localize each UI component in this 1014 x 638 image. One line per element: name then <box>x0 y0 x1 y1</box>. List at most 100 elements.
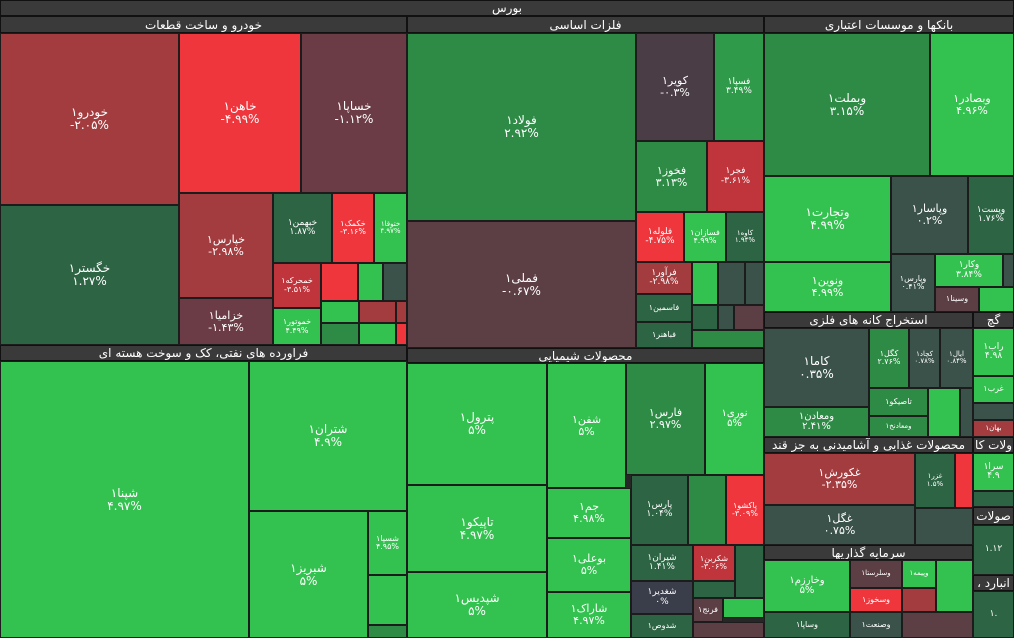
tile-petro-small-1[interactable] <box>368 575 407 625</box>
tile-gharb[interactable]: غرب۱ <box>973 376 1014 403</box>
tile-shetran[interactable]: شتران۱ ۴.۹% <box>249 361 407 511</box>
tile-auto-small-1[interactable] <box>321 263 358 301</box>
tile-chem-small-4[interactable] <box>693 581 735 598</box>
tile-shiran[interactable]: شیران۱ ۱.۴۱% <box>631 545 693 581</box>
tile-tasiko[interactable]: تاصیکو۱ <box>869 388 928 416</box>
tile-noori[interactable]: نوری۱ ۵% <box>705 363 764 475</box>
tile-vapars[interactable]: وپارس۱ ۰.۴۱% <box>891 254 935 312</box>
tile-kechad[interactable]: کچاد۱ ۰.۷۸% <box>909 328 940 388</box>
tile-ghazar[interactable]: غزر۱ ۱.۵% <box>915 453 955 508</box>
tile-vasapa[interactable]: وساپا۱ <box>764 612 850 638</box>
tile-fakhooz[interactable]: فخوز۱ ۳.۱۳% <box>636 141 707 212</box>
tile-vabsader[interactable]: وبصادر۱ ۴.۹۶% <box>930 33 1014 176</box>
tile-chem-small-2[interactable] <box>723 598 764 618</box>
tile-shespa[interactable]: شسپا۱ ۴.۹۵% <box>368 511 407 575</box>
tile-auto-small-3[interactable] <box>383 263 407 301</box>
tile-khodro[interactable]: خودرو۱ -۲.۰۵% <box>0 33 179 205</box>
tile-fars[interactable]: فارس۱ ۲.۹۷% <box>626 363 705 475</box>
tile-metal-small-6[interactable] <box>734 305 764 330</box>
tile-vakar[interactable]: وکار۱ ۳.۸۴% <box>935 254 1003 287</box>
sector-header-investment[interactable]: سرمایه گذاریها <box>764 545 973 560</box>
tile-auto-small-5[interactable] <box>359 301 396 323</box>
tile-invest-small-2[interactable] <box>936 560 973 612</box>
tile-khtoogha[interactable]: ختوقا۱ ۴.۹۷% <box>374 193 407 263</box>
tile-faravar[interactable]: فرآور۱ -۲.۹۸% <box>636 262 692 294</box>
tile-auto-small-8[interactable] <box>396 301 407 323</box>
tile-khpars[interactable]: خپارس۱ -۲.۹۸% <box>179 193 273 298</box>
tile-mining-small-1[interactable] <box>928 388 960 437</box>
sector-header-right-4[interactable]: ، انبارد <box>973 575 1014 591</box>
tile-foolad[interactable]: فولاد۱ ۲.۹۲% <box>407 33 636 221</box>
tile-shghadir[interactable]: شغدیر۱ ۰% <box>631 581 693 614</box>
tile-bank-small-1[interactable] <box>979 287 1014 312</box>
tile-jam[interactable]: جم۱ ۴.۹۸% <box>547 488 631 538</box>
tile-vamaaden[interactable]: ومعادن۱ ۲.۴۱% <box>764 407 869 437</box>
tile-vatejarat[interactable]: وتجارت۱ ۴.۹۹% <box>764 176 891 262</box>
tile-vanovin[interactable]: ونوین۱ ۴.۹۹% <box>764 262 891 312</box>
tile-shedoos[interactable]: شدوص۱ <box>631 614 693 638</box>
tile-metal-small-5[interactable] <box>718 305 734 330</box>
tile-auto-small-2[interactable] <box>358 263 383 301</box>
tile-khzamia[interactable]: خزامیا۱ -۱.۴۳% <box>179 298 273 345</box>
tile-booali[interactable]: بوعلی۱ ۵% <box>547 538 631 592</box>
tile-invest-small-1[interactable] <box>902 588 936 612</box>
tile-vapost[interactable]: وپست۱ ۱.۷۶% <box>968 176 1014 254</box>
sector-header-right-2[interactable]: ولات کا <box>973 437 1014 453</box>
tile-auto-small-7[interactable] <box>359 323 396 345</box>
tile-ghkoorosh[interactable]: غکورش۱ -۲.۳۵% <box>764 453 915 505</box>
tile-vapimeh[interactable]: وپیمه۱ <box>902 560 936 588</box>
sector-header-chemicals[interactable]: محصولات شیمیایی <box>407 348 764 363</box>
sector-header-petroleum[interactable]: فراورده های نفتی، کک و سوخت هسته ای <box>0 345 407 361</box>
tile-pars[interactable]: پارس۱ ۱.۰۴% <box>631 475 688 545</box>
tile-right3[interactable]: ۱.۱۲ <box>973 525 1014 575</box>
tile-food-small-2[interactable] <box>915 508 973 545</box>
tile-khsapa[interactable]: خساپا۱ -۱.۱۲% <box>301 33 407 193</box>
tile-kama[interactable]: کاما۱ ۰.۳۵% <box>764 328 869 407</box>
tile-shebriz[interactable]: شبریز۱ ۵% <box>249 511 368 638</box>
tile-iyal[interactable]: ایال۱ ۰.۸۴% <box>940 328 973 388</box>
tile-right4[interactable]: ۱. <box>973 591 1014 638</box>
tile-vapasar[interactable]: وپاسار۱ ۰.۲% <box>891 176 968 254</box>
tile-food-small-1[interactable] <box>955 453 973 508</box>
tile-shekarbon[interactable]: شکربن۱ -۳.۰۶% <box>693 545 735 581</box>
tile-vasanat[interactable]: وصنعت۱ <box>850 612 902 638</box>
tile-vabemellat[interactable]: وبملت۱ ۳.۱۵% <box>764 33 930 176</box>
tile-khgostar[interactable]: خگستر۱ ۱.۲۷% <box>0 205 179 345</box>
tile-auto-small-9[interactable] <box>396 323 407 345</box>
tile-faranj[interactable]: فرنج۱ <box>693 598 723 622</box>
tile-kavir[interactable]: کویر۱ -۰.۳% <box>636 33 714 141</box>
tile-fajr[interactable]: فجر۱ -۳.۶۱% <box>707 141 764 212</box>
tile-khkomak[interactable]: خکمک۱ -۳.۱۶% <box>332 193 374 263</box>
tile-khmoharekeh[interactable]: خمحرکه۱ -۳.۵۱% <box>273 263 321 308</box>
tile-khahan[interactable]: خاهن۱ -۴.۹۹% <box>179 33 301 193</box>
tile-vasina[interactable]: وسینا۱ <box>935 287 979 312</box>
tile-invest-small-3[interactable] <box>902 612 973 638</box>
tile-metal-small-4[interactable] <box>692 305 718 330</box>
tile-vaskhooz[interactable]: وسخوز۱ <box>850 588 902 612</box>
tile-sharak[interactable]: شاراک۱ ۴.۹۷% <box>547 592 631 638</box>
tile-fasazan[interactable]: فسازان۱ ۴.۹۹% <box>684 212 726 262</box>
tile-chem-small-3[interactable] <box>693 622 764 638</box>
tile-metal-small-1[interactable] <box>692 262 718 305</box>
tile-khmotor[interactable]: خموتور۱ ۴.۴۹% <box>273 308 321 345</box>
tile-metal-small-7[interactable] <box>692 330 764 348</box>
tile-shefan[interactable]: شفن۱ ۵% <box>547 363 626 488</box>
sector-header-basic-metals[interactable]: فلزات اساسی <box>407 16 764 33</box>
tile-auto-small-4[interactable] <box>321 301 359 323</box>
tile-shepdis[interactable]: شپدیس۱ ۵% <box>407 572 547 638</box>
sector-header-banks[interactable]: بانکها و موسسات اعتباری <box>764 16 1014 33</box>
tile-fameli[interactable]: فملی۱ -۰.۶۷% <box>407 221 636 348</box>
tile-vakharazm[interactable]: وخارزم۱ ۵% <box>764 560 850 612</box>
sector-header-right-3[interactable]: صولات <box>973 507 1014 525</box>
tile-bank-small-2[interactable] <box>1003 254 1014 287</box>
tile-sara[interactable]: سرا۱ ۴.۹ <box>973 453 1014 491</box>
tile-vasalrasta[interactable]: وسلرستا۱ <box>850 560 902 588</box>
tile-fasepa[interactable]: فسپا۱ ۳.۴۹% <box>714 33 764 141</box>
tile-khbahman[interactable]: خبهمن۱ ۱.۸۷% <box>273 193 332 263</box>
tile-metal-small-3[interactable] <box>745 262 764 305</box>
sector-header-mining[interactable]: استخراج کانه های فلزی <box>764 312 973 328</box>
tile-falooleh[interactable]: فلوله۱ -۴.۷۵% <box>636 212 684 262</box>
tile-vamaadenkh[interactable]: ومعادنخ۱ <box>869 416 928 437</box>
tile-auto-small-6[interactable] <box>321 323 359 345</box>
tile-mining-small-2[interactable] <box>960 388 973 437</box>
